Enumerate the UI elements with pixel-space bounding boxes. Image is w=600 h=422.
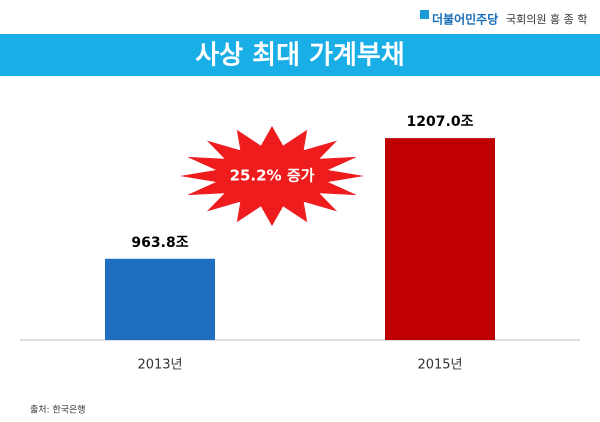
- value-label: 1207.0조: [407, 114, 474, 130]
- x-tick-label: 2013년: [137, 358, 182, 373]
- annotation: 25.2% 증가: [230, 167, 315, 185]
- party-name: 더불어민주당: [432, 12, 498, 27]
- bar: [105, 258, 215, 340]
- starburst: [180, 126, 364, 226]
- chart-title: 사상 최대 가계부채: [195, 41, 404, 71]
- value-label: 963.8조: [131, 235, 188, 251]
- x-tick-label: 2015년: [417, 358, 462, 373]
- title-banner: [0, 34, 600, 76]
- party-icon: [420, 10, 429, 19]
- member-name: 국회의원 홍 종 학: [506, 12, 587, 26]
- source: 출처: 한국은행: [30, 404, 86, 416]
- bar: [385, 138, 495, 340]
